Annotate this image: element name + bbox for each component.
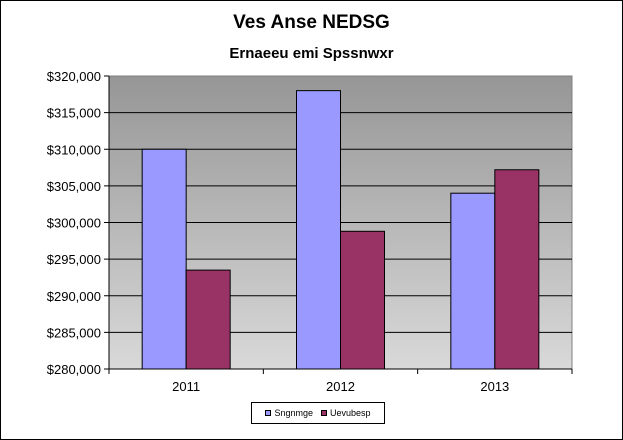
legend-label-series-2: Uevubesp bbox=[330, 408, 371, 418]
legend-swatch-series-1 bbox=[265, 410, 272, 416]
y-tick-label: $280,000 bbox=[47, 362, 101, 377]
bar-2012-series-1 bbox=[296, 90, 341, 370]
legend-swatch-series-2 bbox=[321, 410, 327, 416]
x-tick-label: 2013 bbox=[480, 379, 509, 394]
bar-2011-series-2 bbox=[185, 269, 231, 370]
y-tick-label: $315,000 bbox=[47, 106, 101, 121]
bar-2012-series-2 bbox=[340, 230, 385, 370]
y-tick-label: $300,000 bbox=[47, 216, 101, 231]
chart-title: Ves Anse NEDSG bbox=[233, 12, 390, 33]
legend-label-series-1: Sngnmge bbox=[274, 408, 313, 418]
bar-2011-series-1 bbox=[141, 148, 187, 370]
y-tick-label: $320,000 bbox=[47, 69, 101, 84]
x-tick-label: 2012 bbox=[326, 379, 355, 394]
y-tick-label: $310,000 bbox=[47, 142, 101, 157]
legend: Sngnmge Uevubesp bbox=[251, 402, 385, 424]
legend-item-series-1: Sngnmge bbox=[265, 408, 313, 418]
y-tick-label: $305,000 bbox=[47, 179, 101, 194]
y-tick-label: $295,000 bbox=[47, 252, 101, 267]
y-tick-label: $290,000 bbox=[47, 289, 101, 304]
x-tick-label: 2011 bbox=[172, 379, 200, 394]
legend-item-series-2: Uevubesp bbox=[321, 408, 371, 418]
bar-2013-series-2 bbox=[494, 169, 540, 370]
chart-subtitle: Ernaeeu emi Spssnwxr bbox=[229, 45, 394, 62]
bar-2013-series-1 bbox=[450, 192, 496, 370]
y-tick-label: $285,000 bbox=[47, 325, 101, 340]
